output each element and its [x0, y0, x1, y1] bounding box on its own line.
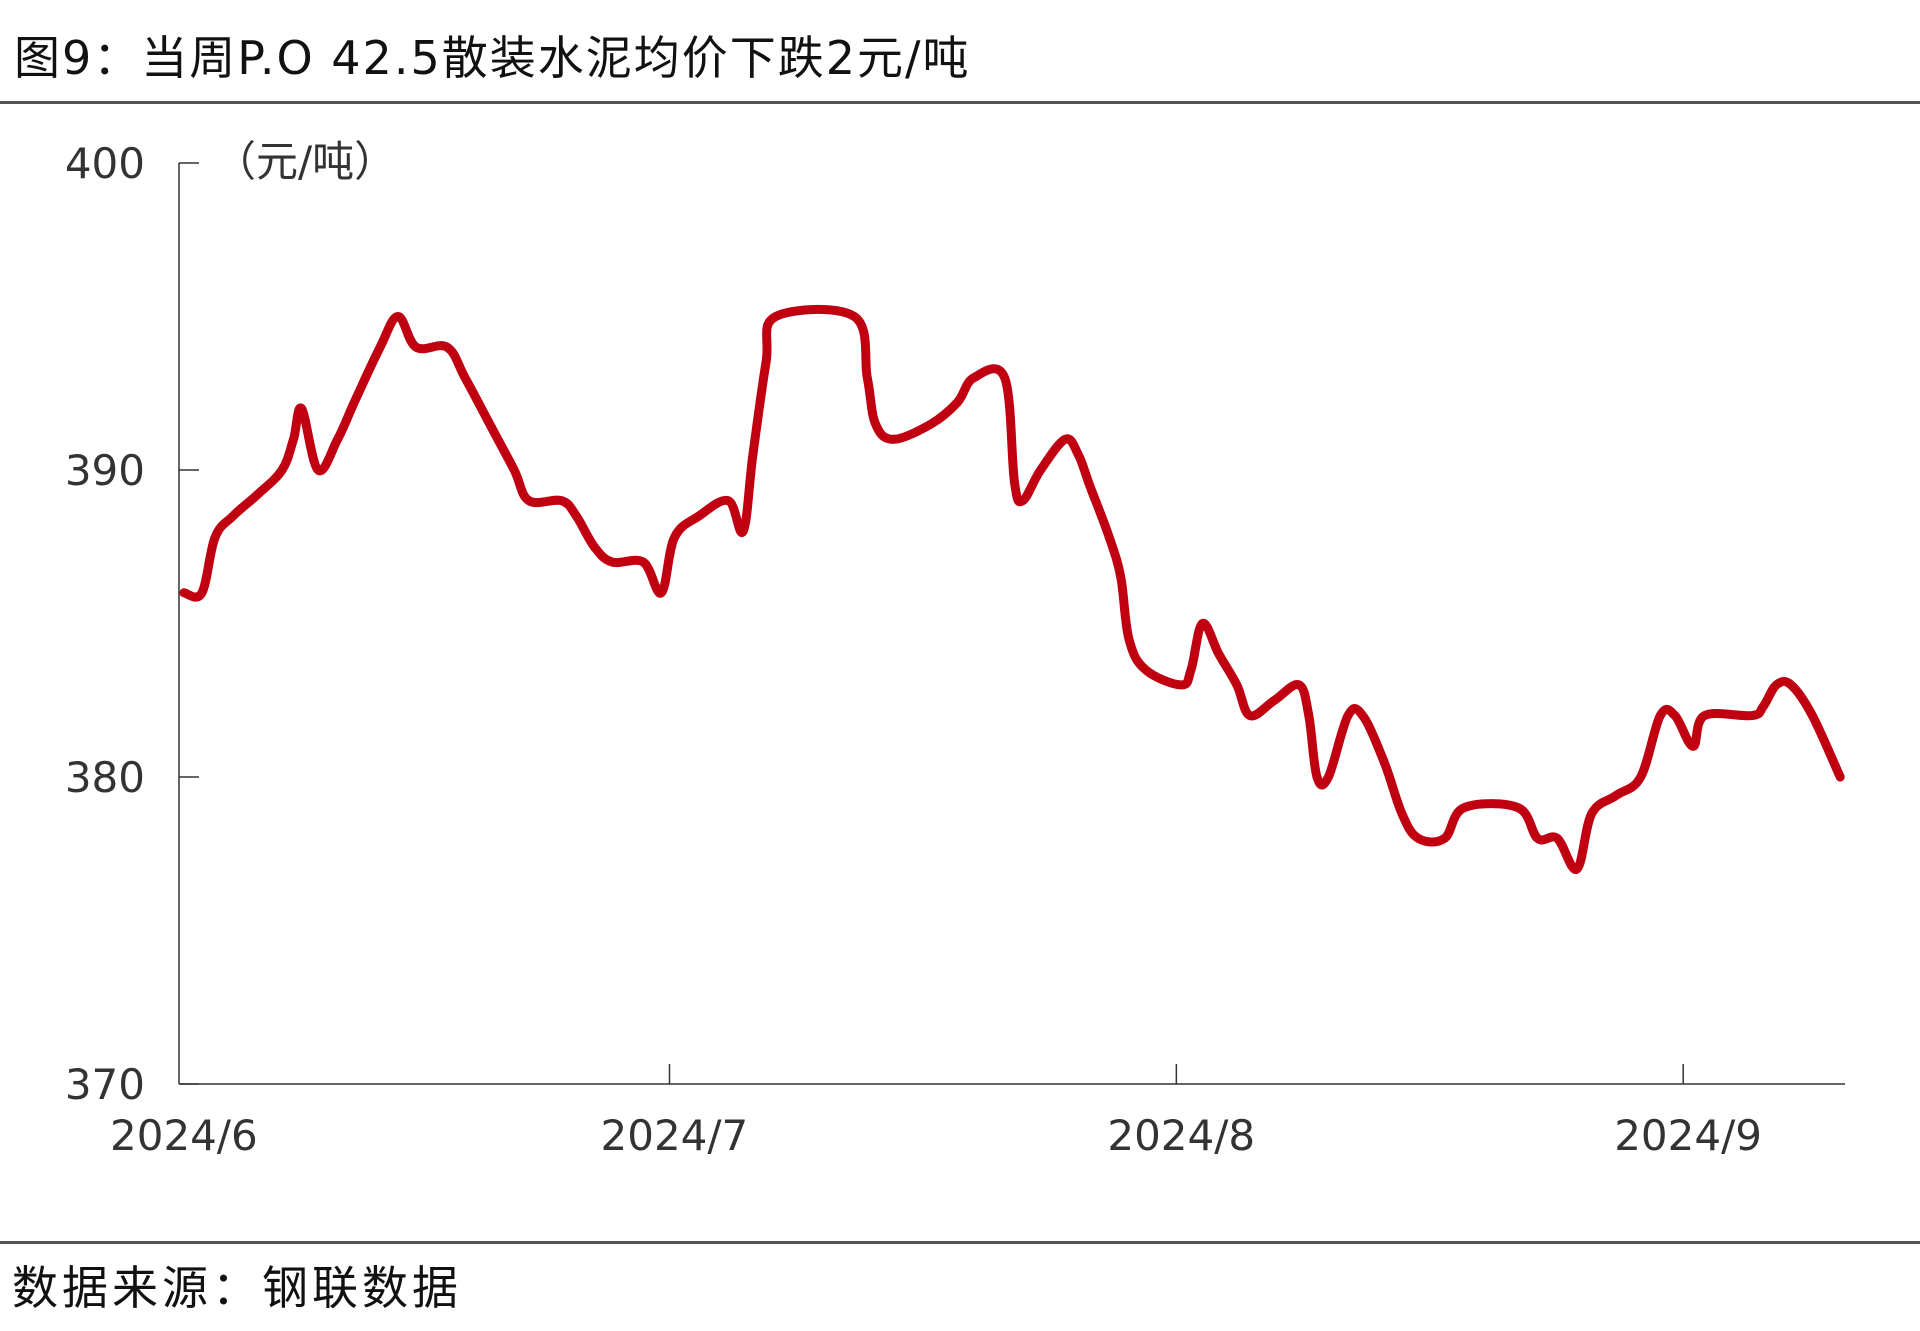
- x-tick-label: 2024/8: [1107, 1111, 1255, 1160]
- axes: 370 380 390 400 2024/6 2024/7 2024/8 2024/9: [65, 139, 1845, 1160]
- source-note: 数据来源：钢联数据: [12, 1261, 462, 1315]
- x-tick-label: 2024/6: [110, 1111, 258, 1160]
- y-tick-label: 370: [65, 1060, 145, 1109]
- x-tick-label: 2024/7: [601, 1111, 749, 1160]
- y-tick-label: 380: [65, 753, 145, 802]
- bottom-divider: [0, 1241, 1920, 1244]
- top-divider: [0, 101, 1920, 104]
- x-tick-label: 2024/9: [1614, 1111, 1762, 1160]
- y-tick-label: 400: [65, 139, 145, 188]
- y-tick-label: 390: [65, 446, 145, 495]
- chart-title: 图9：当周P.O 42.5散装水泥均价下跌2元/吨: [14, 31, 971, 85]
- series-group: [179, 304, 1845, 874]
- series-line-cement-price: [179, 304, 1845, 874]
- y-axis-unit-label: （元/吨）: [214, 137, 396, 186]
